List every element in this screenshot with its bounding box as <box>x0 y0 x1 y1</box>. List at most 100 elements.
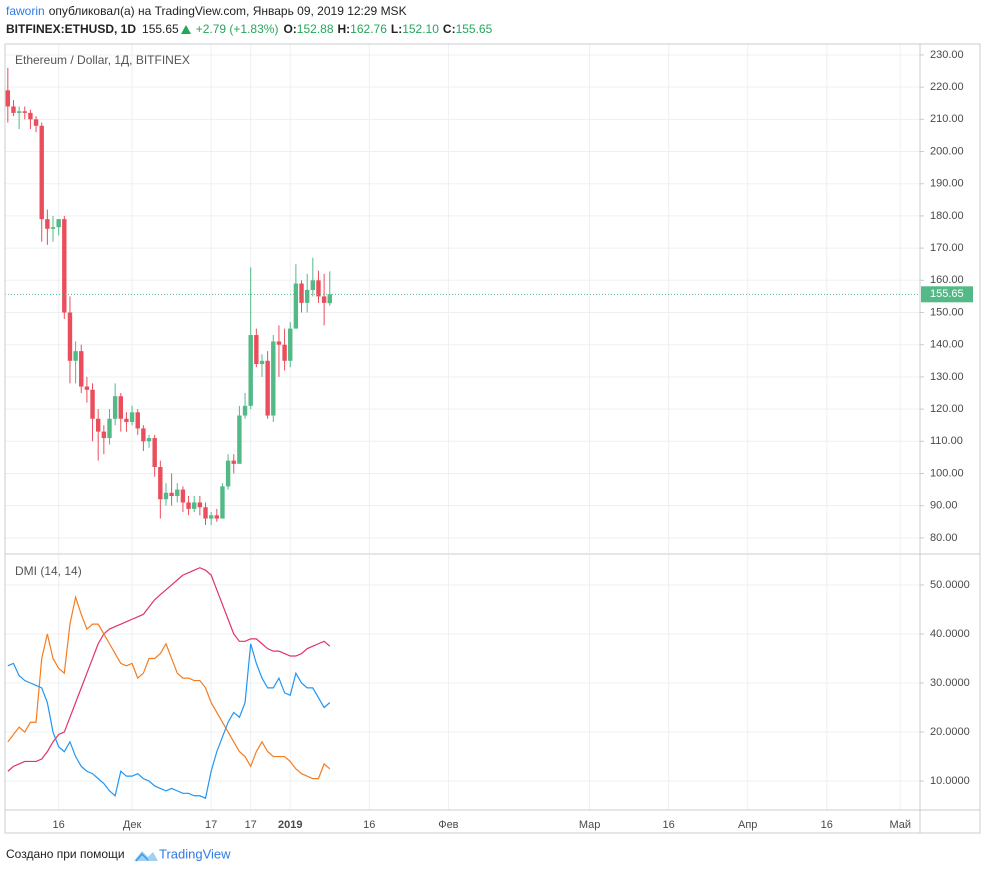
x-tick-label: 16 <box>821 819 833 831</box>
candle-body <box>129 412 135 422</box>
candle-body <box>214 515 220 519</box>
candle-body <box>90 389 95 419</box>
candle-body <box>242 405 248 416</box>
y-tick-label: 210.00 <box>930 113 964 125</box>
candle-body <box>220 486 225 519</box>
low: 152.10 <box>402 22 439 36</box>
candle-body <box>254 335 259 365</box>
candle-body <box>203 507 208 519</box>
candle-body <box>124 418 129 422</box>
candle-body <box>231 460 236 464</box>
symbol: BITFINEX:ETHUSD, 1D <box>6 22 136 36</box>
candle-body <box>304 289 310 303</box>
candle-body <box>107 418 112 439</box>
last-price-tag <box>921 286 973 303</box>
candle-body <box>152 438 157 468</box>
candle-body <box>33 119 39 126</box>
candle-body <box>310 280 316 290</box>
high-key: H: <box>338 22 351 36</box>
change: +2.79 (+1.83%) <box>196 22 279 36</box>
candle-body <box>163 492 169 500</box>
high: 162.76 <box>350 22 387 36</box>
close: 155.65 <box>456 22 493 36</box>
y-tick-label: 220.00 <box>930 81 964 93</box>
candle-body <box>158 467 163 500</box>
tradingview-logo[interactable] <box>134 851 158 862</box>
candle-body <box>112 396 118 419</box>
y-tick-label: 20.0000 <box>930 726 970 738</box>
y-tick-label: 40.0000 <box>930 628 970 640</box>
candle-body <box>282 344 287 361</box>
x-tick-label: Мар <box>579 819 601 831</box>
chart-frame <box>4 43 981 834</box>
candle-body <box>135 412 140 429</box>
candle-body <box>118 396 123 419</box>
grid <box>5 44 920 810</box>
price: 155.65 <box>142 22 179 36</box>
y-tick-label: 170.00 <box>930 242 964 254</box>
candle-body <box>11 106 16 113</box>
dmi-line <box>7 567 331 772</box>
y-tick-label: 230.00 <box>930 49 964 61</box>
y-tick-label: 140.00 <box>930 339 964 351</box>
last-price-label: 155.65 <box>930 288 964 300</box>
footer-text: Создано при помощи <box>6 847 125 861</box>
x-tick-label: 17 <box>245 819 257 831</box>
candle-body <box>141 428 146 442</box>
candle-body <box>39 125 44 220</box>
candle-body <box>84 386 90 390</box>
candle-body <box>271 341 276 416</box>
x-tick-label: Дек <box>123 819 142 831</box>
candle-body <box>248 335 253 406</box>
y-tick-label: 200.00 <box>930 145 964 157</box>
candle-body <box>208 515 214 519</box>
low-key: L: <box>391 22 402 36</box>
marks <box>5 67 920 800</box>
candle-body <box>288 328 293 361</box>
candle-body <box>186 502 191 509</box>
candle-body <box>95 418 101 432</box>
candle-body <box>259 360 265 365</box>
x-tick-label: 16 <box>363 819 375 831</box>
candle-body <box>321 296 327 303</box>
footer-brand[interactable]: TradingView <box>159 846 231 861</box>
y-tick-label: 30.0000 <box>930 677 970 689</box>
dmi-line <box>7 643 331 800</box>
x-tick-label: Май <box>889 819 911 831</box>
open: 152.88 <box>297 22 334 36</box>
candle-body <box>316 280 321 297</box>
candle-body <box>265 360 270 416</box>
y-tick-label: 100.00 <box>930 467 964 479</box>
candle-body <box>146 438 152 442</box>
candle-body <box>101 431 107 439</box>
published: опубликовал(а) на TradingView.com, Январ… <box>49 4 407 18</box>
pane-title: Ethereum / Dollar, 1Д, BITFINEX <box>15 53 190 67</box>
candle-body <box>62 219 67 313</box>
candle-body <box>50 227 56 229</box>
dmi-line <box>7 594 331 780</box>
y-tick-label: 150.00 <box>930 306 964 318</box>
candle-body <box>45 219 50 229</box>
author[interactable]: faworin <box>6 4 45 18</box>
candle-body <box>79 351 84 387</box>
candle-body <box>299 283 304 303</box>
y-tick-label: 190.00 <box>930 178 964 190</box>
y-tick-label: 90.00 <box>930 500 958 512</box>
symbol-line: BITFINEX:ETHUSD, 1D 155.65 +2.79 (+1.83%) O… <box>6 22 493 36</box>
candle-body <box>169 492 174 497</box>
header-line: faworin опубликовал(а) на TradingView.com… <box>6 4 407 18</box>
candle-body <box>28 112 33 120</box>
candle-body <box>67 312 73 361</box>
candle-body <box>22 111 27 113</box>
candle-body <box>56 219 61 228</box>
y-tick-label: 10.0000 <box>930 775 970 787</box>
candle-body <box>175 489 180 497</box>
y-tick-label: 50.0000 <box>930 579 970 591</box>
x-tick-label: 16 <box>53 819 65 831</box>
x-tick-label: 2019 <box>278 819 302 831</box>
candle-body <box>5 90 11 107</box>
y-tick-label: 180.00 <box>930 210 964 222</box>
open-key: O: <box>283 22 296 36</box>
